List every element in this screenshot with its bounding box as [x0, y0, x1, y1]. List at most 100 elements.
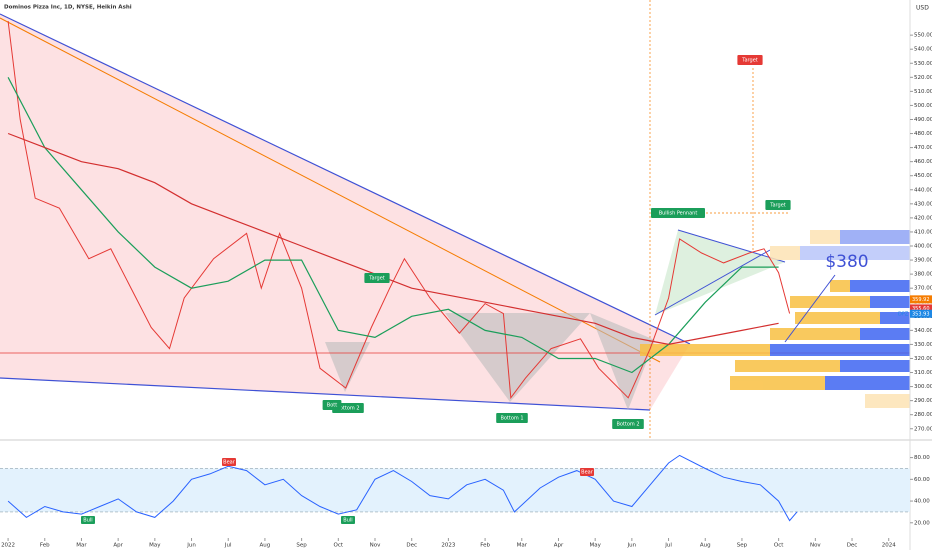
y-tick-label: 330.00: [914, 342, 932, 348]
x-tick-label: Dec: [406, 543, 417, 549]
y-tick-label: 60.00: [914, 477, 930, 483]
symbol-label: DPZ: [898, 311, 909, 317]
y-tick-label: 290.00: [914, 398, 932, 404]
y-tick-label: 410.00: [914, 229, 932, 235]
x-tick-label: May: [149, 543, 161, 549]
trend-line: [0, 17, 661, 363]
price-tag-label: 353.93: [912, 311, 930, 317]
y-tick-label: 40.00: [914, 499, 930, 505]
x-tick-label: Mar: [76, 543, 87, 549]
x-tick-label: Jul: [224, 543, 232, 549]
x-tick-label: Aug: [700, 543, 711, 549]
annotation: $380: [825, 252, 868, 272]
price-tag: [910, 295, 932, 304]
annotation: Bull: [83, 518, 92, 524]
y-tick-label: 470.00: [914, 145, 932, 151]
annotation: Bull: [343, 518, 352, 524]
moving-average: [7, 77, 779, 374]
x-tick-label: Mar: [517, 543, 528, 549]
trend-line: [677, 229, 786, 263]
x-tick-label: Jun: [186, 543, 196, 549]
x-tick-label: 2024: [882, 543, 896, 549]
annotation-tag: [81, 516, 95, 524]
y-tick-label: 380.00: [914, 272, 932, 278]
volume-profile: [640, 230, 910, 408]
annotation-tag: [612, 419, 644, 429]
annotation-tag: [737, 55, 763, 65]
annotation-tag: [765, 200, 791, 210]
price-tag: [910, 309, 932, 318]
x-tick-label: 2022: [1, 543, 15, 549]
y-tick-label: 390.00: [914, 258, 932, 264]
annotation: Target: [368, 276, 385, 282]
wedge: [0, 14, 690, 410]
y-tick-label: 500.00: [914, 103, 932, 109]
y-tick-label: 420.00: [914, 215, 932, 221]
y-tick-label: 340.00: [914, 328, 932, 334]
annotation: Target: [769, 203, 786, 209]
annotation-tag: [322, 400, 342, 410]
x-tick-label: Nov: [810, 543, 821, 549]
annotation: Bott: [327, 403, 337, 409]
y-tick-label: 540.00: [914, 47, 932, 53]
y-tick-label: 270.00: [914, 426, 932, 432]
annotation-tag: [496, 413, 528, 423]
annotation-tag: [651, 208, 705, 218]
x-tick-label: Nov: [370, 543, 381, 549]
x-tick-label: 2023: [441, 543, 455, 549]
pattern: [590, 313, 655, 410]
y-tick-label: 300.00: [914, 384, 932, 390]
moving-average: [7, 132, 779, 346]
x-tick-label: Apr: [554, 543, 564, 549]
y-tick-label: 20.00: [914, 520, 930, 526]
x-tick-label: Apr: [113, 543, 123, 549]
price-line: [7, 21, 791, 400]
y-tick-label: 320.00: [914, 356, 932, 362]
annotation: Target: [741, 58, 758, 64]
currency: USD: [916, 5, 929, 12]
annotation-tag: [364, 273, 390, 283]
y-tick-label: 450.00: [914, 173, 932, 179]
y-tick-label: 440.00: [914, 187, 932, 193]
price-line: [7, 454, 798, 522]
y-tick-label: 460.00: [914, 159, 932, 165]
trend-line: [654, 249, 771, 316]
price-tag: [910, 304, 932, 313]
y-tick-label: 490.00: [914, 117, 932, 123]
annotation: Bear: [581, 470, 594, 476]
x-tick-label: Feb: [480, 543, 490, 549]
y-tick-label: 370.00: [914, 286, 932, 292]
price-tag-label: 359.92: [912, 297, 930, 303]
rsi-band: [0, 468, 910, 512]
annotation-tag: [341, 516, 355, 524]
y-tick-label: 530.00: [914, 61, 932, 67]
annotation: Bottom 2: [616, 422, 639, 428]
x-tick-label: Oct: [334, 543, 344, 549]
pattern: [445, 313, 590, 402]
x-tick-label: Jul: [664, 543, 672, 549]
trend-line: [0, 13, 691, 345]
y-tick-label: 80.00: [914, 455, 930, 461]
x-tick-label: Sep: [737, 543, 748, 549]
annotation-tag: [222, 458, 236, 466]
annotation: Bottom 2: [336, 406, 359, 412]
x-tick-label: Aug: [260, 543, 271, 549]
y-tick-label: 310.00: [914, 370, 932, 376]
projection-arrow: [784, 274, 836, 343]
pennant: [655, 230, 785, 315]
x-tick-label: Oct: [774, 543, 784, 549]
annotation-tag: [580, 468, 594, 476]
trend-line: [0, 377, 651, 411]
y-tick-label: 550.00: [914, 33, 932, 39]
x-tick-label: Sep: [296, 543, 307, 549]
annotation: Bullish Pennant: [659, 211, 698, 217]
chart-title: Dominos Pizza Inc, 1D, NYSE, Heikin Ashi: [4, 5, 132, 11]
annotation: Bottom 1: [500, 416, 523, 422]
y-tick-label: 510.00: [914, 89, 932, 95]
annotation: Bear: [223, 460, 236, 466]
x-tick-label: May: [589, 543, 601, 549]
price-tag-label: 355.60: [912, 306, 930, 312]
y-tick-label: 430.00: [914, 201, 932, 207]
pattern: [325, 342, 370, 392]
y-tick-label: 400.00: [914, 244, 932, 250]
